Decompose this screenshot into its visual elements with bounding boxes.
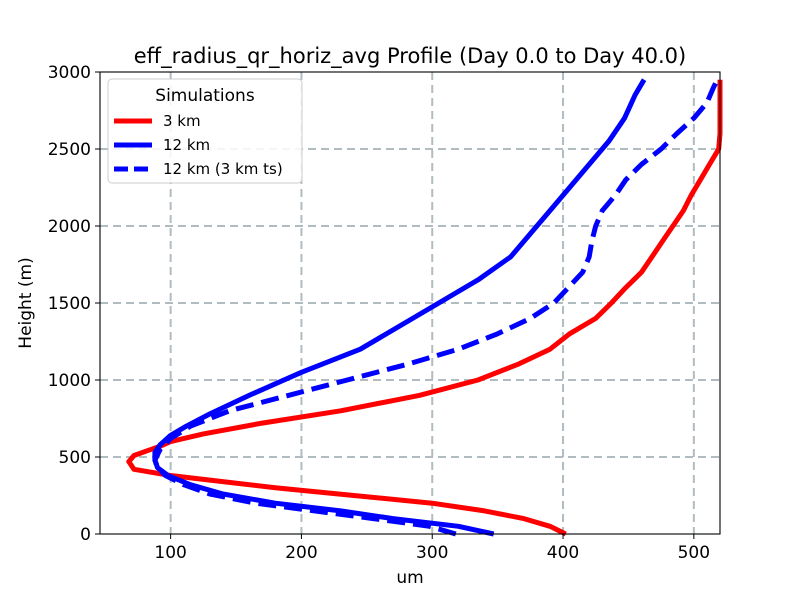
chart-title: eff_radius_qr_horiz_avg Profile (Day 0.0…: [134, 44, 686, 69]
x-axis: 100 200 300 400 500: [154, 534, 710, 563]
series-line-12-km: [152, 78, 647, 537]
legend-label: 12 km (3 km ts): [163, 160, 283, 178]
x-tick-label: 300: [416, 543, 448, 563]
y-tick-label: 0: [80, 525, 91, 545]
x-tick-label: 100: [154, 543, 186, 563]
y-axis: 0 500 1000 1500 2000 2500 3000: [48, 63, 100, 545]
series-line-3-km: [126, 79, 723, 537]
y-tick-label: 2000: [48, 217, 91, 237]
y-tick-label: 3000: [48, 63, 91, 83]
x-axis-label: um: [396, 568, 423, 588]
legend-box: [107, 78, 303, 184]
legend-label: 3 km: [163, 112, 201, 130]
x-tick-label: 500: [678, 543, 710, 563]
y-tick-label: 1500: [48, 294, 91, 314]
legend-label: 12 km: [163, 136, 210, 154]
legend[interactable]: Simulations 3 km 12 km 12 km (3 km ts): [107, 78, 303, 184]
x-tick-label: 200: [285, 543, 317, 563]
y-tick-label: 500: [59, 448, 91, 468]
y-tick-label: 2500: [48, 140, 91, 160]
series-line-12-km-3-km-ts: [152, 78, 720, 537]
legend-title: Simulations: [155, 86, 255, 106]
x-tick-label: 400: [547, 543, 579, 563]
y-tick-label: 1000: [48, 371, 91, 391]
y-axis-label: Height (m): [16, 257, 36, 348]
series-lines: [126, 78, 723, 537]
grid: [100, 72, 720, 534]
